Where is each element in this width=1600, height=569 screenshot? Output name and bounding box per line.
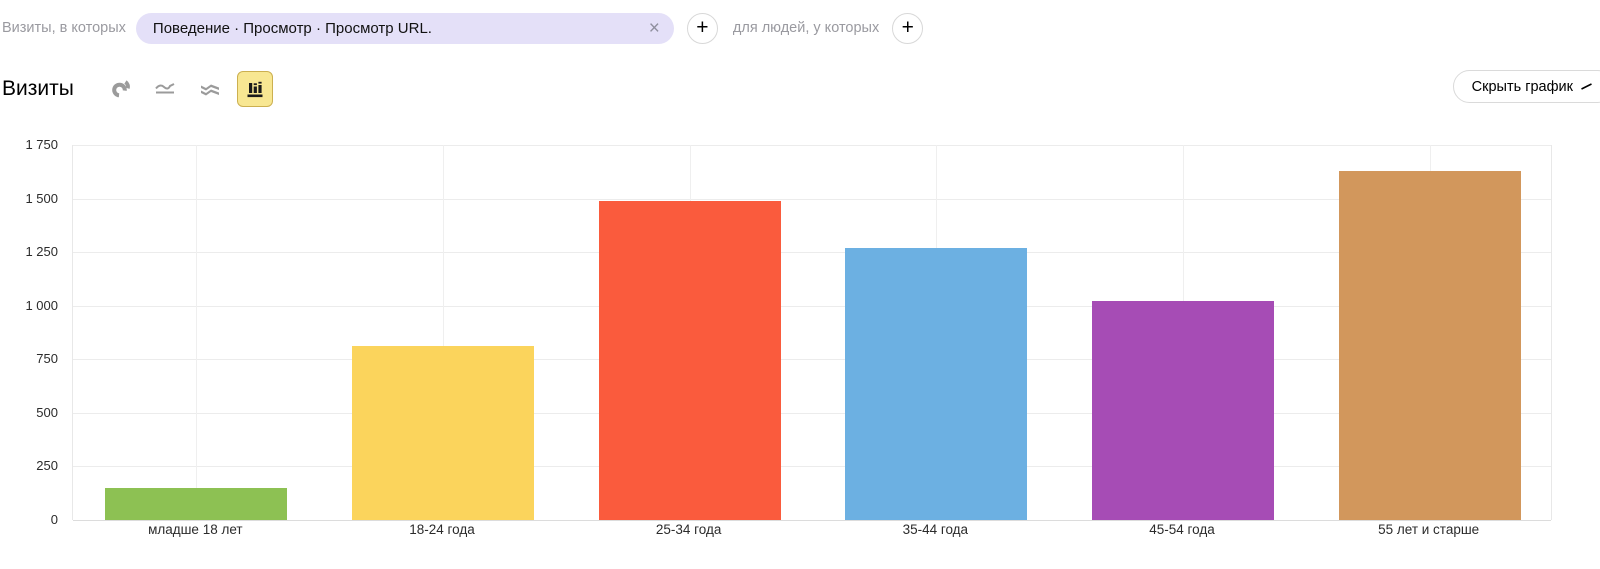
segment-chip[interactable]: Поведение · Просмотр · Просмотр URL. × xyxy=(135,12,674,44)
hide-chart-button[interactable]: Скрыть график xyxy=(1452,70,1600,103)
add-people-condition-button[interactable]: + xyxy=(892,12,924,44)
gridline-y-1250 xyxy=(73,252,1551,254)
y-tick-label: 1 750 xyxy=(25,137,58,152)
y-tick-label: 1 000 xyxy=(25,297,58,313)
x-tick-label: 45-54 года xyxy=(1149,522,1215,537)
gridline-y-1000 xyxy=(73,305,1551,307)
add-visit-condition-button[interactable]: + xyxy=(686,12,718,44)
chevron-up-icon xyxy=(1580,82,1593,91)
bar-младше 18 лет[interactable] xyxy=(105,487,288,520)
y-tick-label: 1 500 xyxy=(25,190,58,206)
x-tick-label: 25-34 года xyxy=(655,522,722,537)
chart-type-pie-button[interactable] xyxy=(102,71,138,107)
chart-type-switcher xyxy=(102,71,273,107)
y-tick-label: 750 xyxy=(36,351,58,367)
x-tick-label: младше 18 лет xyxy=(148,522,243,537)
segmentation-bar: Визиты, в которых Поведение · Просмотр ·… xyxy=(2,12,924,44)
chart-toolbar: Визиты xyxy=(2,70,1600,108)
y-tick-label: 250 xyxy=(36,458,58,474)
y-tick-label: 1 250 xyxy=(25,244,58,260)
segment-chip-label: Поведение · Просмотр · Просмотр URL. xyxy=(152,19,432,37)
visits-condition-label: Визиты, в которых xyxy=(2,20,126,36)
gridline-x xyxy=(443,145,444,520)
bar-chart-icon xyxy=(245,79,265,99)
y-tick-label: 0 xyxy=(50,512,58,527)
gridline-y-750 xyxy=(73,359,1551,361)
gridline-x xyxy=(196,145,198,520)
bar-35-44 года[interactable] xyxy=(845,247,1028,520)
x-tick-label: 55 лет и старше xyxy=(1378,522,1480,537)
plot-area xyxy=(72,145,1552,521)
bar-55 лет и старше[interactable] xyxy=(1338,170,1521,520)
gridline-y-250 xyxy=(73,466,1551,468)
pie-chart-icon xyxy=(110,79,130,99)
y-tick-label: 500 xyxy=(36,404,58,420)
bar-45-54 года[interactable] xyxy=(1092,301,1274,520)
chart-type-bar-button[interactable] xyxy=(236,71,273,107)
metric-title: Визиты xyxy=(2,77,74,100)
hide-chart-label: Скрыть график xyxy=(1471,78,1573,95)
stacked-area-chart-icon xyxy=(199,79,221,99)
chip-close-icon[interactable]: × xyxy=(648,17,660,39)
gridline-y-0 xyxy=(73,520,1551,521)
bar-25-34 года[interactable] xyxy=(598,200,781,520)
gridline-y-500 xyxy=(73,412,1551,414)
line-chart-icon xyxy=(154,79,176,99)
gridline-y-1500 xyxy=(73,198,1551,200)
chart-type-stacked-area-button[interactable] xyxy=(192,71,228,107)
bar-18-24 года[interactable] xyxy=(352,346,534,520)
x-tick-label: 35-44 года xyxy=(902,522,969,537)
people-condition-label: для людей, у которых xyxy=(732,20,880,36)
chart-type-line-button[interactable] xyxy=(147,71,183,107)
x-tick-label: 18-24 года xyxy=(409,522,475,537)
gridline-y-1750 xyxy=(73,145,1551,146)
